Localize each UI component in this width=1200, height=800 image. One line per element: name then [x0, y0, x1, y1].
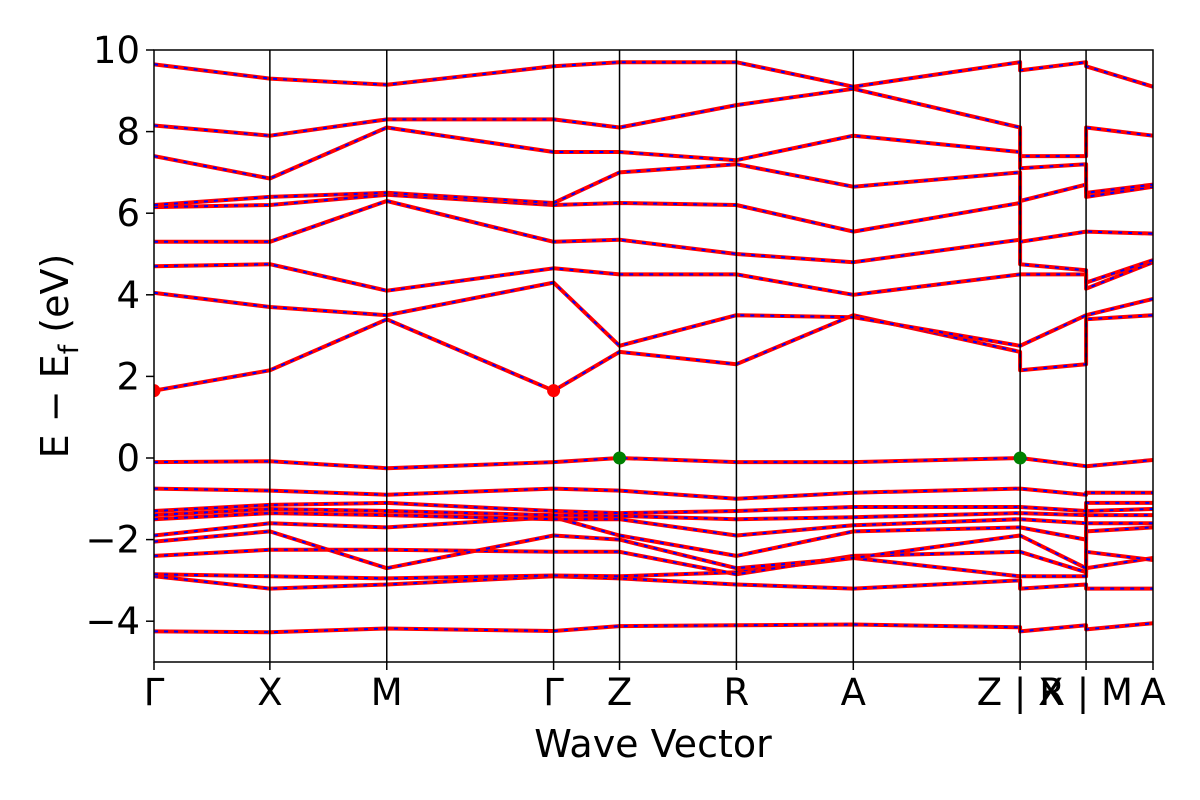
x-tick-label-2: X — [257, 671, 282, 714]
x-tick-label-9: R | M — [1039, 671, 1133, 714]
y-tick-label-4: 2 — [116, 355, 140, 398]
plot-area — [154, 50, 1153, 662]
x-tick-label-3: M — [371, 671, 403, 714]
y-axis-ticks: −4 −2 0 2 4 6 8 10 — [85, 29, 154, 643]
band-line-overlay-17 — [154, 163, 1153, 206]
y-tick-label-3: 0 — [116, 437, 140, 480]
band-line-11 — [154, 456, 1153, 471]
x-tick-label-10: A — [1140, 671, 1165, 714]
y-tick-label-5: 4 — [116, 274, 140, 317]
band-line-overlay-1 — [154, 622, 1153, 634]
plot-frame — [153, 49, 1154, 663]
vbm-marker-4 — [1013, 451, 1027, 465]
y-tick-label-2: −2 — [85, 519, 140, 562]
x-axis-label: Wave Vector — [534, 722, 772, 766]
y-tick-label-7: 8 — [116, 111, 140, 154]
y-axis-label: E − Ef (eV) — [33, 254, 85, 459]
x-tick-label-1: Γ — [144, 671, 165, 714]
y-tick-label-6: 6 — [116, 192, 140, 235]
y-tick-label-8: 10 — [93, 29, 140, 72]
x-tick-label-6: R — [724, 671, 750, 714]
band-line-overlay-4 — [154, 548, 1153, 576]
x-tick-label-8: Z | X — [977, 671, 1064, 714]
high-symmetry-lines — [269, 50, 1087, 662]
y-tick-label-1: −4 — [85, 600, 140, 643]
cbm-marker-1 — [154, 384, 161, 398]
x-tick-label-7: A — [841, 671, 866, 714]
band-line-13 — [154, 280, 1153, 348]
x-tick-label-5: Z — [607, 671, 632, 714]
vbm-marker-3 — [613, 451, 627, 465]
cbm-marker-2 — [547, 384, 561, 398]
x-tick-label-4: Γ — [543, 671, 564, 714]
band-edge-markers — [154, 384, 1027, 465]
